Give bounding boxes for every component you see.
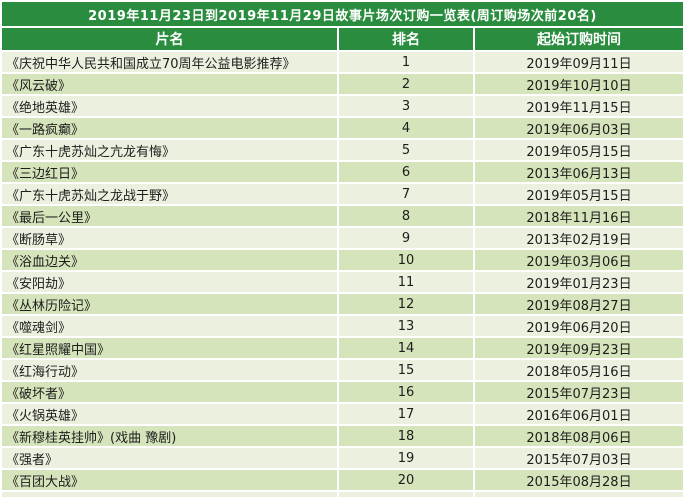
rank-cell: 19: [339, 448, 473, 468]
date-cell: 2019年06月20日: [475, 316, 683, 336]
rank-cell: 4: [339, 118, 473, 138]
rank-cell: 17: [339, 404, 473, 424]
rank-cell: 14: [339, 338, 473, 358]
date-cell: 2019年03月06日: [475, 250, 683, 270]
film-name-cell: 《三边红日》: [2, 162, 337, 182]
partial-cell: [475, 492, 683, 497]
table-row: 《庆祝中华人民共和国成立70周年公益电影推荐》 1 2019年09月11日: [2, 52, 683, 72]
table-row: 《广东十虎苏灿之亢龙有悔》 5 2019年05月15日: [2, 140, 683, 160]
table-row: 《丛林历险记》 12 2019年08月27日: [2, 294, 683, 314]
table-row: 《噬魂剑》 13 2019年06月20日: [2, 316, 683, 336]
date-cell: 2019年05月15日: [475, 184, 683, 204]
column-header-film-name: 片名: [2, 28, 337, 50]
rank-cell: 8: [339, 206, 473, 226]
rank-cell: 18: [339, 426, 473, 446]
date-cell: 2019年05月15日: [475, 140, 683, 160]
film-name-cell: 《破坏者》: [2, 382, 337, 402]
date-cell: 2018年05月16日: [475, 360, 683, 380]
film-name-cell: 《百团大战》: [2, 470, 337, 490]
table-row: 《三边红日》 6 2013年06月13日: [2, 162, 683, 182]
partial-cell: [339, 492, 473, 497]
rank-cell: 10: [339, 250, 473, 270]
rank-cell: 6: [339, 162, 473, 182]
film-name-cell: 《一路疯癫》: [2, 118, 337, 138]
table-row: 《火锅英雄》 17 2016年06月01日: [2, 404, 683, 424]
table-row: 《浴血边关》 10 2019年03月06日: [2, 250, 683, 270]
table-row: 《绝地英雄》 3 2019年11月15日: [2, 96, 683, 116]
film-name-cell: 《强者》: [2, 448, 337, 468]
film-name-cell: 《庆祝中华人民共和国成立70周年公益电影推荐》: [2, 52, 337, 72]
film-name-cell: 《绝地英雄》: [2, 96, 337, 116]
date-cell: 2013年02月19日: [475, 228, 683, 248]
date-cell: 2015年07月03日: [475, 448, 683, 468]
date-cell: 2018年08月06日: [475, 426, 683, 446]
column-header-rank: 排名: [339, 28, 473, 50]
date-cell: 2015年08月28日: [475, 470, 683, 490]
date-cell: 2013年06月13日: [475, 162, 683, 182]
table-header-row: 片名 排名 起始订购时间: [2, 28, 683, 50]
film-name-cell: 《红星照耀中国》: [2, 338, 337, 358]
film-name-cell: 《火锅英雄》: [2, 404, 337, 424]
date-cell: 2016年06月01日: [475, 404, 683, 424]
rank-cell: 20: [339, 470, 473, 490]
table-row: 《百团大战》 20 2015年08月28日: [2, 470, 683, 490]
film-name-cell: 《丛林历险记》: [2, 294, 337, 314]
film-name-cell: 《广东十虎苏灿之亢龙有悔》: [2, 140, 337, 160]
table-row: 《一路疯癫》 4 2019年06月03日: [2, 118, 683, 138]
table-title: 2019年11月23日到2019年11月29日故事片场次订购一览表(周订购场次前…: [2, 2, 683, 26]
rank-cell: 3: [339, 96, 473, 116]
rank-cell: 9: [339, 228, 473, 248]
date-cell: 2019年11月15日: [475, 96, 683, 116]
film-name-cell: 《断肠草》: [2, 228, 337, 248]
rank-cell: 1: [339, 52, 473, 72]
table-row: 《广东十虎苏灿之龙战于野》 7 2019年05月15日: [2, 184, 683, 204]
table-row: 《红星照耀中国》 14 2019年09月23日: [2, 338, 683, 358]
table-row: 《风云破》 2 2019年10月10日: [2, 74, 683, 94]
film-name-cell: 《浴血边关》: [2, 250, 337, 270]
column-header-start-order-date: 起始订购时间: [475, 28, 683, 50]
film-name-cell: 《噬魂剑》: [2, 316, 337, 336]
date-cell: 2019年10月10日: [475, 74, 683, 94]
film-name-cell: 《新穆桂英挂帅》(戏曲 豫剧): [2, 426, 337, 446]
table-row: 《断肠草》 9 2013年02月19日: [2, 228, 683, 248]
rank-cell: 7: [339, 184, 473, 204]
table-row: 《红海行动》 15 2018年05月16日: [2, 360, 683, 380]
film-name-cell: 《风云破》: [2, 74, 337, 94]
table-row: 《新穆桂英挂帅》(戏曲 豫剧) 18 2018年08月06日: [2, 426, 683, 446]
date-cell: 2019年06月03日: [475, 118, 683, 138]
date-cell: 2019年09月23日: [475, 338, 683, 358]
partial-cell: [2, 492, 337, 497]
film-name-cell: 《最后一公里》: [2, 206, 337, 226]
rank-cell: 13: [339, 316, 473, 336]
rank-cell: 16: [339, 382, 473, 402]
date-cell: 2018年11月16日: [475, 206, 683, 226]
film-name-cell: 《红海行动》: [2, 360, 337, 380]
date-cell: 2019年09月11日: [475, 52, 683, 72]
table-row: 《破坏者》 16 2015年07月23日: [2, 382, 683, 402]
table-row: 《安阳劫》 11 2019年01月23日: [2, 272, 683, 292]
date-cell: 2015年07月23日: [475, 382, 683, 402]
rank-cell: 11: [339, 272, 473, 292]
table-row: 《强者》 19 2015年07月03日: [2, 448, 683, 468]
rank-cell: 12: [339, 294, 473, 314]
film-name-cell: 《广东十虎苏灿之龙战于野》: [2, 184, 337, 204]
rank-cell: 15: [339, 360, 473, 380]
partial-row: [2, 492, 683, 497]
date-cell: 2019年08月27日: [475, 294, 683, 314]
date-cell: 2019年01月23日: [475, 272, 683, 292]
rank-cell: 5: [339, 140, 473, 160]
film-name-cell: 《安阳劫》: [2, 272, 337, 292]
table-row: 《最后一公里》 8 2018年11月16日: [2, 206, 683, 226]
table-title-row: 2019年11月23日到2019年11月29日故事片场次订购一览表(周订购场次前…: [2, 2, 683, 26]
rank-cell: 2: [339, 74, 473, 94]
table-body: 《庆祝中华人民共和国成立70周年公益电影推荐》 1 2019年09月11日 《风云破》…: [2, 52, 683, 497]
